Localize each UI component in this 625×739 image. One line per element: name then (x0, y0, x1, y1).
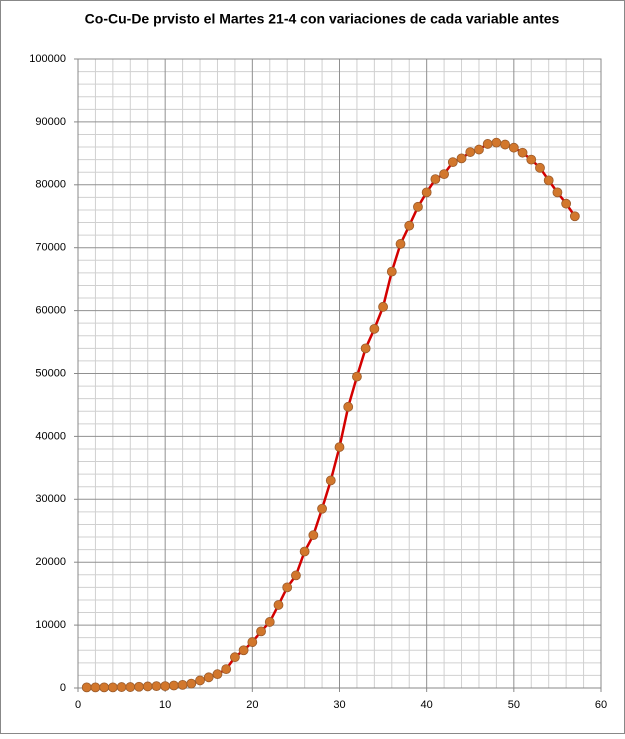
data-point (168, 680, 179, 691)
data-point (90, 682, 101, 693)
x-tick-label: 20 (246, 699, 258, 711)
data-point (395, 239, 406, 249)
data-point (125, 682, 136, 692)
data-point (465, 147, 476, 157)
data-point (99, 682, 110, 693)
x-tick-label: 40 (421, 699, 433, 711)
y-tick-label: 100000 (29, 53, 66, 65)
x-tick-label: 60 (595, 699, 607, 711)
y-tick-label: 90000 (35, 116, 66, 128)
data-point (264, 617, 275, 627)
x-tick-label: 10 (159, 699, 171, 711)
data-point (378, 301, 388, 312)
y-tick-label: 20000 (35, 556, 66, 568)
data-point (177, 679, 188, 690)
y-tick-label: 30000 (35, 493, 66, 505)
data-point (308, 530, 319, 541)
data-point (343, 401, 354, 412)
y-tick-label: 60000 (35, 305, 66, 317)
x-tick-label: 30 (333, 699, 345, 711)
data-point (517, 147, 528, 158)
y-tick-label: 0 (60, 682, 66, 694)
data-point (447, 157, 458, 168)
data-point (134, 681, 144, 692)
data-point (282, 582, 293, 593)
data-point (561, 198, 572, 209)
data-point (421, 187, 432, 198)
data-point (369, 323, 380, 334)
data-point (569, 211, 580, 222)
data-point (526, 154, 537, 165)
data-point (404, 220, 415, 231)
data-point (317, 503, 327, 514)
data-point (482, 139, 493, 149)
data-point (116, 682, 127, 692)
data-point (203, 672, 214, 683)
data-point (500, 139, 511, 150)
data-point (238, 645, 249, 656)
data-point (430, 174, 441, 185)
y-tick-label: 70000 (35, 242, 66, 254)
data-point (229, 652, 240, 663)
data-point (186, 678, 197, 689)
data-point (439, 169, 450, 180)
chart-title: Co-Cu-De prvisto el Martes 21-4 con vari… (85, 11, 560, 27)
data-point (107, 682, 118, 693)
y-tick-label: 10000 (35, 619, 66, 631)
data-point (474, 144, 484, 155)
y-tick-label: 80000 (35, 179, 66, 191)
x-tick-label: 0 (75, 699, 81, 711)
data-point (360, 343, 371, 354)
data-point (535, 162, 545, 173)
data-point (256, 626, 266, 637)
data-point (386, 266, 397, 277)
data-point (352, 371, 362, 382)
data-point (456, 153, 467, 164)
data-point (325, 475, 336, 486)
data-point (212, 669, 223, 680)
data-point (273, 600, 284, 610)
data-point (299, 546, 310, 557)
data-point (142, 681, 153, 692)
y-tick-label: 40000 (35, 430, 66, 442)
data-point (334, 442, 345, 452)
y-tick-label: 50000 (35, 367, 66, 379)
data-point (291, 570, 301, 581)
data-point (508, 142, 519, 153)
data-point (543, 175, 554, 186)
x-tick-label: 50 (508, 699, 520, 711)
data-point (151, 681, 162, 692)
data-point (247, 637, 258, 647)
data-point (491, 137, 502, 148)
data-point (552, 187, 563, 198)
data-point (195, 675, 205, 686)
data-point (160, 681, 171, 692)
plot-area (77, 58, 602, 689)
data-point (413, 201, 423, 212)
data-point (81, 682, 92, 693)
data-point (221, 664, 232, 675)
